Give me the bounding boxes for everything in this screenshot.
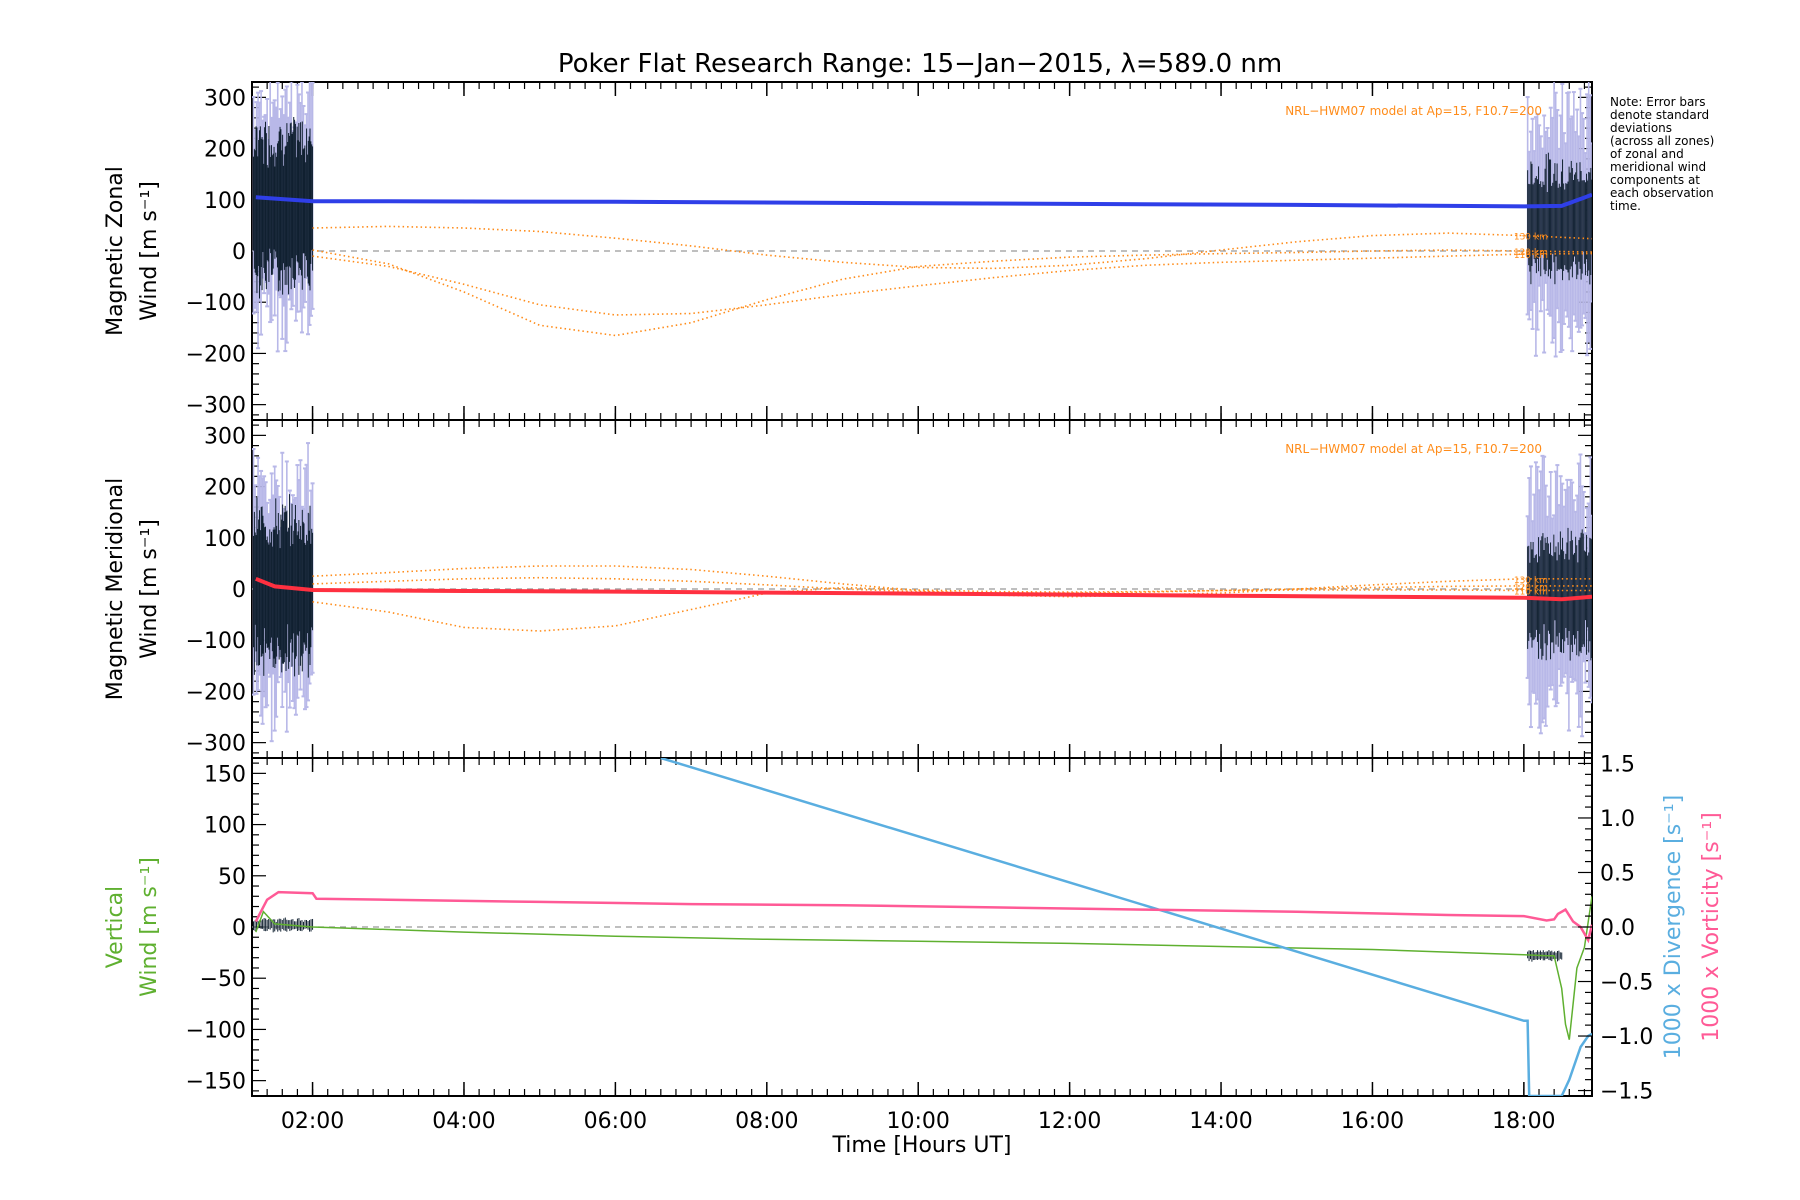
- model-line-120-km: [312, 249, 1592, 337]
- plot-area: [253, 758, 1592, 1096]
- divergence-line: [660, 758, 1592, 1096]
- note-line: time.: [1610, 199, 1641, 213]
- right-y-tick-label: 1.0: [1600, 807, 1635, 832]
- right-y-tick-label: −1.0: [1600, 1025, 1653, 1050]
- model-line-130-km: [312, 225, 1592, 270]
- zonal-panel: 300 200 100 0 −100 −200 −300 Magnetic Zonal Wind…: [103, 81, 1593, 421]
- y-axis-title: Vertical: [103, 886, 128, 968]
- right-y-tick-label: 0.0: [1600, 916, 1635, 941]
- x-tick-label: 10:00: [887, 1109, 950, 1134]
- model-label: NRL−HWM07 model at Ap=15, F10.7=200: [1285, 104, 1542, 118]
- plot-area: [252, 442, 1592, 743]
- y-tick-label: 0: [232, 916, 246, 941]
- model-label: NRL−HWM07 model at Ap=15, F10.7=200: [1285, 442, 1542, 456]
- y-tick-label: 150: [204, 762, 246, 787]
- meridional-panel: 300 200 100 0 −100 −200 −300 Magnetic Meridiona…: [103, 419, 1593, 759]
- y-tick-label: −50: [200, 967, 246, 992]
- x-tick-label: 04:00: [432, 1109, 495, 1134]
- model-line-110-km: [312, 586, 1592, 632]
- note-line: components at: [1610, 173, 1700, 187]
- y-tick-label: −200: [186, 680, 246, 705]
- vertical-wind-line: [255, 896, 1592, 1040]
- right-y-tick-label: −1.5: [1600, 1080, 1653, 1105]
- altitude-label: 120 km: [1514, 583, 1548, 593]
- y-tick-label: −300: [186, 394, 246, 419]
- note-line: Note: Error bars: [1610, 95, 1705, 109]
- y-axis-title: Magnetic Zonal: [103, 166, 128, 336]
- meridional-wind-line: [255, 576, 1592, 602]
- x-tick-label: 12:00: [1038, 1109, 1101, 1134]
- y-tick-label: 100: [204, 814, 246, 839]
- note-line: (across all zones): [1610, 134, 1714, 148]
- y-tick-label: −100: [186, 291, 246, 316]
- altitude-label: 130 km: [1514, 233, 1548, 243]
- x-tick-label: 08:00: [735, 1109, 798, 1134]
- y-tick-label: 200: [204, 138, 246, 163]
- note-line: meridional wind: [1610, 160, 1706, 174]
- plot-area: [252, 82, 1592, 358]
- note-line: deviations: [1610, 121, 1672, 135]
- right-y-tick-label: 1.5: [1600, 752, 1635, 777]
- y-tick-label: −200: [186, 342, 246, 367]
- y-tick-label: 100: [204, 189, 246, 214]
- note-line: of zonal and: [1610, 147, 1684, 161]
- y-tick-label: −300: [186, 732, 246, 757]
- y-axis-title: Wind [m s⁻¹]: [137, 181, 162, 321]
- y-tick-label: 100: [204, 527, 246, 552]
- y-tick-label: −100: [186, 1018, 246, 1043]
- y-tick-label: −100: [186, 629, 246, 654]
- y-tick-label: 0: [232, 578, 246, 603]
- x-tick-label: 14:00: [1189, 1109, 1252, 1134]
- panels: 300 200 100 0 −100 −200 −300 Magnetic Zonal Wind…: [103, 81, 1724, 1158]
- y-tick-label: −150: [186, 1070, 246, 1095]
- x-tick-label: 16:00: [1341, 1109, 1404, 1134]
- altitude-label: 110 km: [1514, 588, 1548, 598]
- y-tick-label: 200: [204, 476, 246, 501]
- y-tick-label: 300: [204, 424, 246, 449]
- altitude-label: 110 km: [1514, 251, 1548, 261]
- vorticity-line: [254, 890, 1592, 944]
- x-axis-title: Time [Hours UT]: [832, 1133, 1012, 1158]
- chart-title: Poker Flat Research Range: 15−Jan−2015, …: [558, 49, 1282, 79]
- zonal-wind-line: [255, 192, 1592, 209]
- y-axis-title: Wind [m s⁻¹]: [137, 857, 162, 997]
- y-axis-title: Wind [m s⁻¹]: [137, 519, 162, 659]
- vertical-panel: 150 100 50 0 −50 −100 −150 Vertical Wind [m s⁻¹]…: [103, 752, 1724, 1158]
- x-tick-label: 06:00: [584, 1109, 647, 1134]
- y-tick-label: 0: [232, 240, 246, 265]
- right-y-tick-label: −0.5: [1600, 971, 1653, 996]
- divergence-axis-title: 1000 x Divergence [s⁻¹]: [1661, 795, 1686, 1059]
- right-y-tick-label: 0.5: [1600, 861, 1635, 886]
- y-tick-label: 50: [218, 865, 246, 890]
- x-tick-label: 02:00: [281, 1109, 344, 1134]
- y-tick-label: 300: [204, 86, 246, 111]
- y-axis-title: Magnetic Meridional: [103, 478, 128, 700]
- altitude-label: 120 km: [1514, 248, 1548, 258]
- note-line: denote standard: [1610, 108, 1709, 122]
- vorticity-axis-title: 1000 x Vorticity [s⁻¹]: [1699, 812, 1724, 1042]
- x-tick-label: 18:00: [1492, 1109, 1555, 1134]
- altitude-label: 130 km: [1514, 576, 1548, 586]
- model-line-110-km: [312, 252, 1592, 316]
- note-line: each observation: [1610, 186, 1714, 200]
